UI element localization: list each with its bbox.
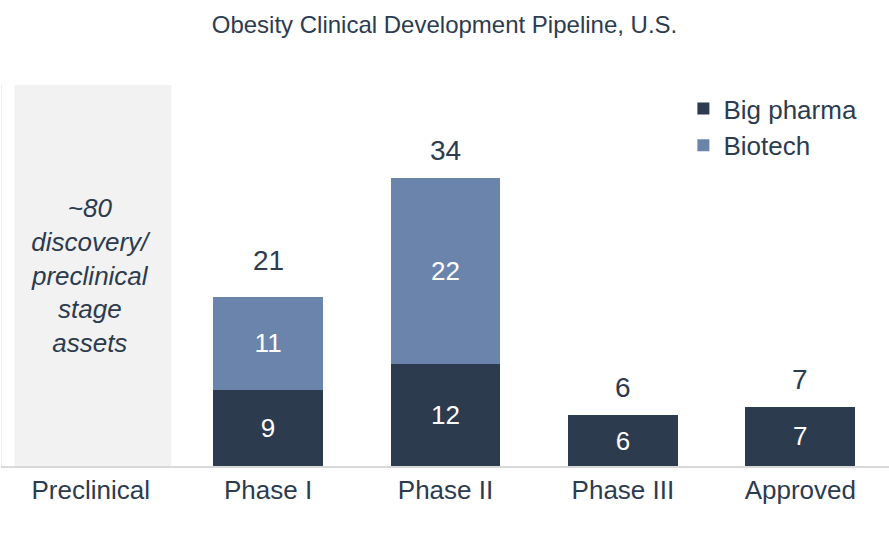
svg-text:12: 12: [431, 400, 460, 430]
svg-text:7: 7: [792, 364, 808, 395]
svg-text:Big pharma: Big pharma: [723, 95, 856, 125]
svg-text:21: 21: [253, 245, 284, 276]
svg-text:Preclinical: Preclinical: [31, 475, 150, 505]
svg-text:6: 6: [616, 426, 630, 456]
svg-text:9: 9: [261, 413, 275, 443]
svg-text:Phase III: Phase III: [572, 475, 675, 505]
svg-text:34: 34: [430, 135, 461, 166]
svg-text:Phase II: Phase II: [398, 475, 493, 505]
svg-text:6: 6: [615, 372, 631, 403]
svg-text:Biotech: Biotech: [723, 131, 810, 161]
svg-text:~80discovery/preclinicalstagea: ~80discovery/preclinicalstageassets: [31, 193, 151, 358]
svg-text:22: 22: [431, 256, 460, 286]
svg-text:11: 11: [255, 328, 282, 358]
svg-text:Obesity Clinical Development P: Obesity Clinical Development Pipeline, U…: [212, 11, 678, 38]
svg-text:Phase I: Phase I: [224, 475, 312, 505]
svg-text:7: 7: [793, 421, 807, 451]
svg-text:Approved: Approved: [745, 475, 856, 505]
